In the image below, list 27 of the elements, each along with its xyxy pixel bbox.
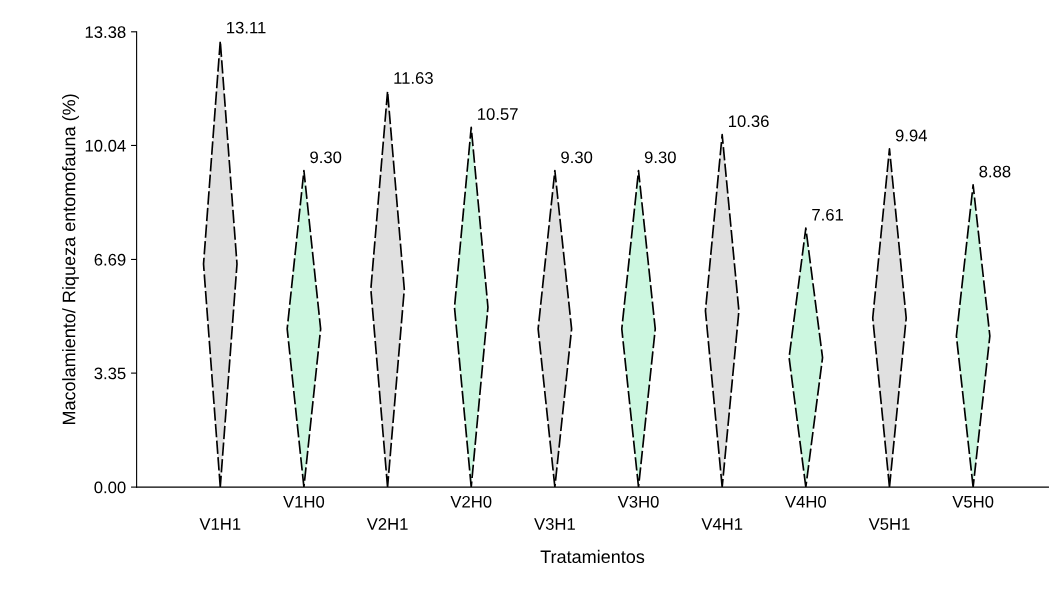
- y-tick-label: 3.35: [94, 367, 126, 380]
- data-label: 9.30: [310, 151, 342, 164]
- data-label: 7.61: [812, 208, 843, 221]
- x-tick-label: V5H1: [868, 518, 910, 530]
- x-tick-label: V5H0: [952, 495, 994, 508]
- data-label: 9.94: [895, 129, 927, 142]
- x-tick-label: V3H0: [617, 495, 659, 508]
- data-label: 13.11: [227, 21, 266, 34]
- data-label: 8.88: [979, 165, 1011, 178]
- x-tick-label: V2H1: [366, 518, 408, 530]
- y-tick-label: 6.69: [94, 253, 126, 266]
- x-tick-label: V3H1: [534, 518, 575, 530]
- y-tick-label: 13.38: [85, 26, 126, 39]
- y-tick-label: 10.04: [85, 139, 126, 152]
- x-tick-label: V2H0: [450, 495, 492, 508]
- data-label: 11.63: [394, 72, 433, 84]
- data-label: 9.30: [644, 151, 676, 164]
- x-tick-label: V1H0: [283, 495, 325, 508]
- y-axis-title: Macolamiento/ Riqueza entomofauna (%): [62, 94, 79, 425]
- x-tick-label: V4H0: [785, 495, 827, 508]
- x-axis-title: Tratamientos: [540, 549, 645, 564]
- data-label: 9.30: [561, 151, 593, 164]
- y-tick-label: 0.00: [94, 481, 126, 494]
- x-tick-label: V1H1: [199, 518, 241, 530]
- x-tick-label: V4H1: [701, 518, 743, 530]
- data-label: 10.36: [729, 115, 769, 128]
- data-label: 10.57: [478, 108, 518, 120]
